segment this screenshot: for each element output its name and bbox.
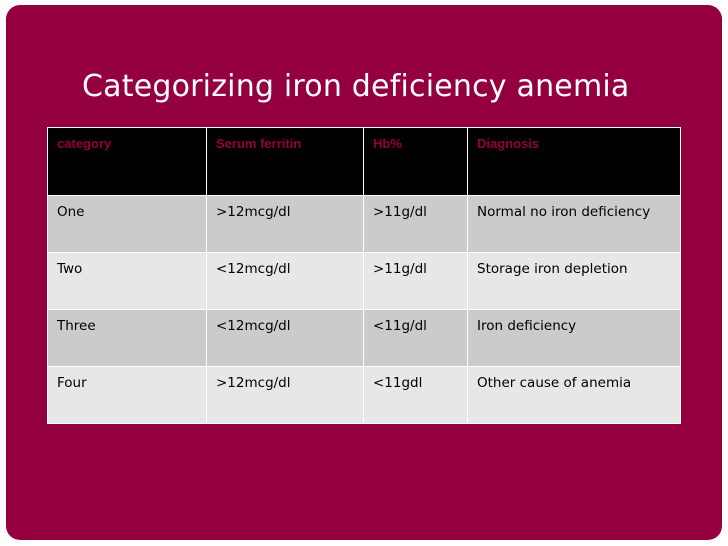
cell-serum-ferritin: <12mcg/dl <box>206 252 364 310</box>
table-row: One >12mcg/dl >11g/dl Normal no iron def… <box>47 195 681 253</box>
column-header-hb-percent: Hb% <box>363 127 468 196</box>
column-header-category: category <box>47 127 207 196</box>
cell-category: Three <box>47 309 207 367</box>
table-row: Two <12mcg/dl >11g/dl Storage iron deple… <box>47 252 681 310</box>
cell-serum-ferritin: >12mcg/dl <box>206 195 364 253</box>
cell-diagnosis: Other cause of anemia <box>467 366 681 424</box>
cell-hb-percent: <11g/dl <box>363 309 468 367</box>
cell-hb-percent: >11g/dl <box>363 195 468 253</box>
column-header-serum-ferritin: Serum ferritin <box>206 127 364 196</box>
anemia-category-table: category Serum ferritin Hb% Diagnosis On… <box>47 127 681 424</box>
cell-hb-percent: >11g/dl <box>363 252 468 310</box>
table-row: Three <12mcg/dl <11g/dl Iron deficiency <box>47 309 681 367</box>
slide-title: Categorizing iron deficiency anemia <box>82 69 630 104</box>
table-header-row: category Serum ferritin Hb% Diagnosis <box>47 127 681 196</box>
cell-diagnosis: Normal no iron deficiency <box>467 195 681 253</box>
cell-hb-percent: <11gdl <box>363 366 468 424</box>
cell-serum-ferritin: >12mcg/dl <box>206 366 364 424</box>
cell-category: Four <box>47 366 207 424</box>
cell-category: One <box>47 195 207 253</box>
cell-category: Two <box>47 252 207 310</box>
cell-serum-ferritin: <12mcg/dl <box>206 309 364 367</box>
column-header-diagnosis: Diagnosis <box>467 127 681 196</box>
table-row: Four >12mcg/dl <11gdl Other cause of ane… <box>47 366 681 424</box>
cell-diagnosis: Iron deficiency <box>467 309 681 367</box>
cell-diagnosis: Storage iron depletion <box>467 252 681 310</box>
